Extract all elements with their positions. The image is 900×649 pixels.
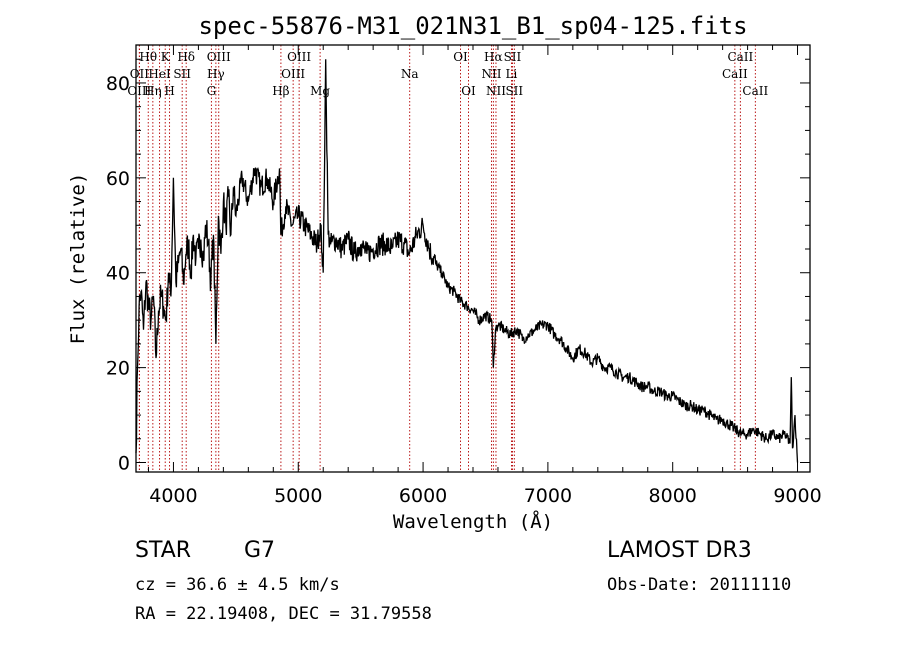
spectral-line-label: HeI <box>148 67 171 81</box>
x-tick-label: 6000 <box>399 485 447 507</box>
coordinates: RA = 22.19408, DEC = 31.79558 <box>135 604 432 624</box>
spectral-line-label: SII <box>504 50 522 64</box>
y-tick-label: 40 <box>106 263 130 285</box>
spectral-line-label: H <box>164 84 174 98</box>
x-axis-label: Wavelength (Å) <box>393 510 553 533</box>
spectral-line-label: Hα <box>484 50 503 64</box>
spectral-line-label: CaII <box>727 50 753 64</box>
spectral-line-label: Li <box>506 67 518 81</box>
spectral-line-label: OIII <box>287 50 311 64</box>
spectral-line-label: OI <box>461 84 476 98</box>
spectral-line-label: Mg <box>310 84 330 98</box>
plot-frame <box>135 44 811 473</box>
chart-title: spec-55876-M31_021N31_B1_sp04-125.fits <box>198 12 747 40</box>
x-tick-label: 9000 <box>773 485 821 507</box>
spectral-line-label: OIII <box>127 84 151 98</box>
subclass: G7 <box>244 538 276 563</box>
spectral-line-label: Hθ <box>139 50 157 64</box>
survey-name: LAMOST DR3 <box>607 538 752 563</box>
y-tick-label: 80 <box>106 73 130 95</box>
spectral-line-label: CaII <box>722 67 748 81</box>
spectral-line-label: K <box>161 50 171 64</box>
spectral-line-label: CaII <box>742 84 768 98</box>
spectral-line-label: OI <box>453 50 468 64</box>
spectral-line-label: G <box>207 84 217 98</box>
spectral-line-label: NII <box>481 67 501 81</box>
spectral-line-label: OII <box>130 67 150 81</box>
spectral-line-label: OIII <box>207 50 231 64</box>
spectral-line-label: Hβ <box>272 84 289 98</box>
spectral-line-label: Hδ <box>177 50 195 64</box>
x-tick-label: 4000 <box>149 485 197 507</box>
spectral-line-label: SII <box>505 84 523 98</box>
spectral-line-label: Na <box>401 67 419 81</box>
redshift-velocity: cz = 36.6 ± 4.5 km/s <box>135 575 340 595</box>
y-tick-label: 60 <box>106 168 130 190</box>
spectral-line-label: Hη <box>144 84 162 98</box>
axis-ticks: 4000 5000 6000 7000 8000 9000 0 20 40 60 80 <box>106 45 822 507</box>
x-tick-label: 8000 <box>649 485 697 507</box>
y-tick-label: 0 <box>118 453 130 475</box>
object-class: STAR <box>135 538 192 563</box>
spectral-line-label: SII <box>173 67 191 81</box>
spectral-line-label: NII <box>486 84 506 98</box>
spectrum-line <box>135 59 799 463</box>
spectral-line-label: OIII <box>281 67 305 81</box>
y-tick-label: 20 <box>106 358 130 380</box>
spectral-line-markers <box>138 45 756 472</box>
spectral-line-label: Hγ <box>207 67 225 81</box>
x-tick-label: 5000 <box>274 485 322 507</box>
spectral-line-labels: Hθ OII OIII K HeI Hη H Hδ SII OIII Hγ G Hβ OIII OIII Mg… <box>127 50 768 98</box>
observation-date: Obs-Date: 20111110 <box>607 575 792 595</box>
x-tick-label: 7000 <box>524 485 572 507</box>
y-axis-label: Flux (relative) <box>67 173 89 345</box>
